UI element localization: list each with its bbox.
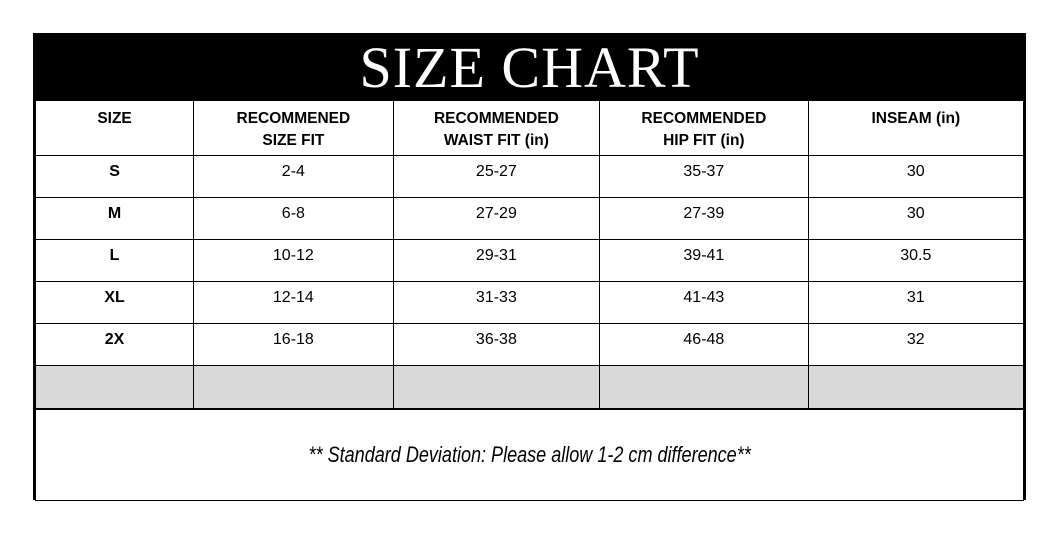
standard-deviation-note: ** Standard Deviation: Please allow 1-2 …: [308, 441, 751, 467]
cell-size-fit: 10-12: [193, 239, 394, 282]
empty-cell: [193, 365, 394, 410]
footer-note-row: ** Standard Deviation: Please allow 1-2 …: [35, 408, 1024, 501]
cell-inseam: 30.5: [807, 239, 1025, 282]
cell-size: 2X: [34, 323, 195, 366]
cell-size: XL: [34, 281, 195, 324]
cell-waist-fit: 31-33: [392, 281, 601, 324]
cell-size-fit: 12-14: [193, 281, 394, 324]
cell-size: S: [34, 155, 195, 198]
size-chart-table-container: SIZE CHART SIZE RECOMMENED SIZE FIT RECO…: [33, 33, 1026, 501]
page-title: SIZE CHART: [359, 34, 700, 100]
column-header-hip-fit: RECOMMENDED HIP FIT (in): [599, 100, 809, 156]
cell-hip-fit: 46-48: [599, 323, 809, 366]
cell-size-fit: 16-18: [193, 323, 394, 366]
footer-note-cell: ** Standard Deviation: Please allow 1-2 …: [35, 408, 1024, 501]
cell-inseam: 32: [807, 323, 1025, 366]
empty-cell: [34, 365, 195, 410]
table-row-l: L 10-12 29-31 39-41 30.5: [34, 239, 1025, 282]
column-header-size: SIZE: [34, 100, 195, 156]
table-row-xl: XL 12-14 31-33 41-43 31: [34, 281, 1025, 324]
column-header-size-fit: RECOMMENED SIZE FIT: [193, 100, 394, 156]
cell-waist-fit: 25-27: [392, 155, 601, 198]
table-row-m: M 6-8 27-29 27-39 30: [34, 197, 1025, 240]
cell-hip-fit: 41-43: [599, 281, 809, 324]
empty-cell: [807, 365, 1025, 410]
cell-size: L: [34, 239, 195, 282]
column-header-inseam: INSEAM (in): [807, 100, 1025, 156]
title-bar: SIZE CHART: [35, 35, 1024, 100]
empty-spacer-row: [34, 365, 1025, 410]
cell-waist-fit: 29-31: [392, 239, 601, 282]
empty-cell: [599, 365, 809, 410]
cell-hip-fit: 39-41: [599, 239, 809, 282]
cell-hip-fit: 27-39: [599, 197, 809, 240]
cell-size-fit: 6-8: [193, 197, 394, 240]
cell-size: M: [34, 197, 195, 240]
cell-waist-fit: 36-38: [392, 323, 601, 366]
table-header-row: SIZE RECOMMENED SIZE FIT RECOMMENDED WAI…: [34, 100, 1025, 156]
empty-cell: [392, 365, 601, 410]
cell-inseam: 30: [807, 155, 1025, 198]
cell-inseam: 30: [807, 197, 1025, 240]
table-row-s: S 2-4 25-27 35-37 30: [34, 155, 1025, 198]
column-header-waist-fit: RECOMMENDED WAIST FIT (in): [392, 100, 601, 156]
size-table: SIZE RECOMMENED SIZE FIT RECOMMENDED WAI…: [34, 100, 1025, 501]
cell-size-fit: 2-4: [193, 155, 394, 198]
cell-hip-fit: 35-37: [599, 155, 809, 198]
table-row-2x: 2X 16-18 36-38 46-48 32: [34, 323, 1025, 366]
cell-waist-fit: 27-29: [392, 197, 601, 240]
cell-inseam: 31: [807, 281, 1025, 324]
